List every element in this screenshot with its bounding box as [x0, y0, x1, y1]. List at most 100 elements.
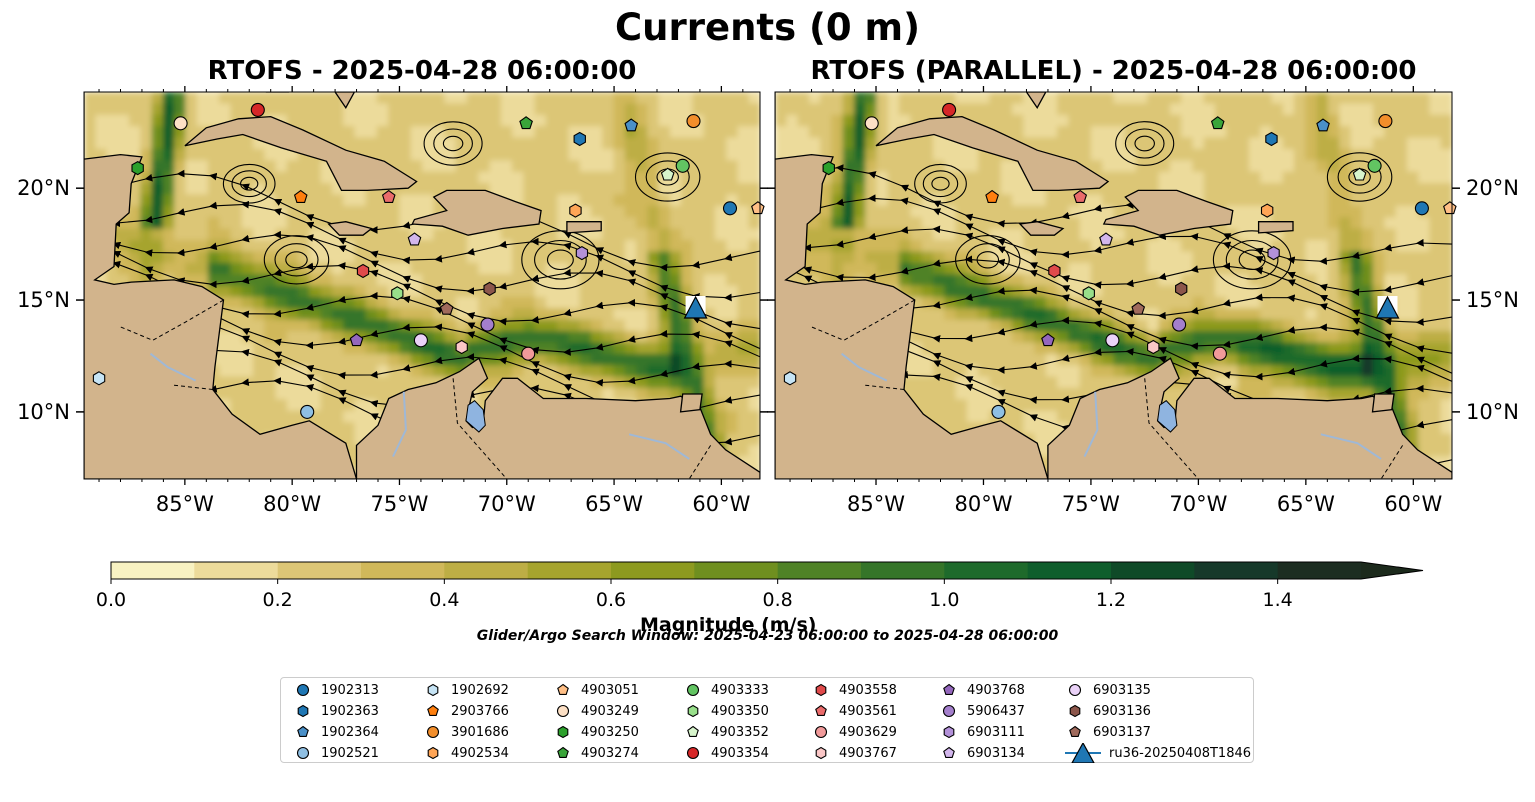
float-4903250 — [131, 160, 144, 176]
legend-pentagon — [687, 725, 699, 737]
land — [775, 92, 1452, 479]
lon-tick-label: 70°W — [478, 492, 536, 516]
legend-item: 4903274 — [551, 743, 639, 763]
legend-label: 4903051 — [581, 682, 639, 698]
colorbar-tick-label: 0.2 — [263, 589, 293, 611]
panel-title-rtofs-parallel: RTOFS (PARALLEL) - 2025-04-28 06:00:00 — [810, 56, 1417, 86]
legend-item: 4903561 — [809, 701, 897, 721]
country-border — [1144, 378, 1199, 479]
float-1902363 — [1265, 131, 1278, 147]
colorbar-extend-arrow — [1361, 562, 1423, 579]
legend-label: 6903134 — [967, 745, 1025, 761]
legend-pentagon — [557, 683, 569, 695]
legend-item: 4903768 — [937, 680, 1025, 700]
lon-tick-label: 70°W — [1169, 492, 1227, 516]
float-4903051 — [751, 201, 765, 215]
lon-tick-label: 80°W — [263, 492, 321, 516]
legend-item: 4903350 — [681, 701, 769, 721]
legend-item: 4903629 — [809, 722, 897, 742]
legend-label: 4903767 — [839, 745, 897, 761]
float-4903561 — [381, 189, 396, 203]
river — [392, 391, 407, 458]
legend-marker — [686, 683, 700, 697]
legend-label: 4903629 — [839, 724, 897, 740]
eddy-streamline — [955, 235, 1021, 285]
lon-tick-label: 80°W — [954, 492, 1012, 516]
legend-marker — [557, 725, 569, 739]
land-bahamas1 — [1025, 92, 1047, 109]
map-panel-rtofs-parallel: 85°W 80°W 75°W 70°W 65°W 60°W 20°N 15°N 10°N — [767, 86, 1519, 516]
float-4903352 — [660, 167, 675, 181]
float-4903767 — [455, 339, 468, 355]
legend-marker — [687, 725, 699, 737]
colorbar-tick-label: 0.6 — [596, 589, 626, 611]
lake-maracaibo — [1157, 400, 1178, 433]
legend-circle — [814, 725, 828, 739]
lon-tick-label: 60°W — [692, 492, 750, 516]
float-4903558 — [1048, 263, 1061, 279]
glider-ru36-20250408T1846 — [1375, 295, 1400, 319]
eddy-streamline — [240, 176, 259, 191]
legend-triangle — [1071, 743, 1095, 763]
land-bahamas1 — [334, 92, 356, 109]
legend-circle — [556, 704, 570, 718]
legend-label: 2903766 — [451, 703, 509, 719]
frame-border — [774, 91, 1453, 480]
country-border — [120, 299, 224, 341]
glider-ru36-20250408T1846 — [683, 295, 708, 319]
float-4903768 — [1041, 333, 1055, 347]
legend-hexagon — [557, 725, 569, 739]
lat-tick-label: 20°N — [17, 176, 70, 200]
colorbar-tick-label: 1.4 — [1263, 589, 1293, 611]
colorbar-bin — [527, 562, 612, 579]
map-panel-rtofs: 85°W 80°W 75°W 70°W 65°W 60°W 20°N 15°N 10°N — [17, 86, 768, 516]
lat-tick-label: 15°N — [17, 288, 70, 312]
colorbar-bin — [944, 562, 1029, 579]
float-1902313 — [1414, 201, 1429, 216]
figure-title: Currents (0 m) — [614, 6, 920, 49]
float-6903134 — [407, 232, 422, 246]
lon-tick-label: 65°W — [1277, 492, 1335, 516]
colorbar-bin — [861, 562, 945, 579]
river — [628, 433, 690, 460]
legend-pentagon — [297, 725, 309, 737]
legend-marker — [815, 683, 827, 697]
legend-label: 4903350 — [711, 703, 769, 719]
search-window-note: Glider/Argo Search Window: 2025-04-23 06… — [476, 628, 1059, 644]
river — [1083, 391, 1099, 458]
legend-marker — [1065, 743, 1101, 763]
legend-label: 6903111 — [967, 724, 1025, 740]
float-6903134 — [1099, 232, 1113, 246]
legend-item: ru36-20250408T1846 — [1063, 743, 1251, 763]
eddy-streamline — [274, 243, 319, 277]
legend-marker — [426, 725, 440, 739]
legend-marker — [943, 725, 955, 739]
eddy-streamline — [546, 249, 574, 271]
float-4902534 — [1260, 203, 1274, 218]
float-2903766 — [293, 189, 308, 203]
colorbar-bin — [777, 562, 862, 579]
legend-item: 1902364 — [291, 722, 379, 742]
legend-hexagon — [815, 683, 827, 697]
float-markers — [92, 102, 765, 419]
river — [149, 352, 197, 382]
colorbar-bin — [611, 562, 695, 579]
land-jamaica — [1018, 221, 1065, 236]
river — [1320, 433, 1382, 460]
streamline — [775, 164, 1452, 265]
float-4902534 — [569, 203, 582, 218]
colorbar-tick-label: 0.8 — [763, 589, 793, 611]
legend-item: 6903137 — [1063, 722, 1151, 742]
lon-tick-label: 75°W — [370, 492, 428, 516]
legend-marker — [557, 746, 569, 758]
colorbar-bin — [1194, 562, 1279, 579]
lat-tick-label: 15°N — [1466, 288, 1519, 312]
legend-item: 4903558 — [809, 680, 897, 700]
float-markers — [783, 102, 1457, 419]
eddy-streamline — [423, 121, 483, 166]
eddy-streamline — [442, 135, 464, 152]
legend-label: 4903558 — [839, 682, 897, 698]
lat-tick-label: 10°N — [1466, 400, 1519, 424]
land-florida — [957, 92, 981, 93]
